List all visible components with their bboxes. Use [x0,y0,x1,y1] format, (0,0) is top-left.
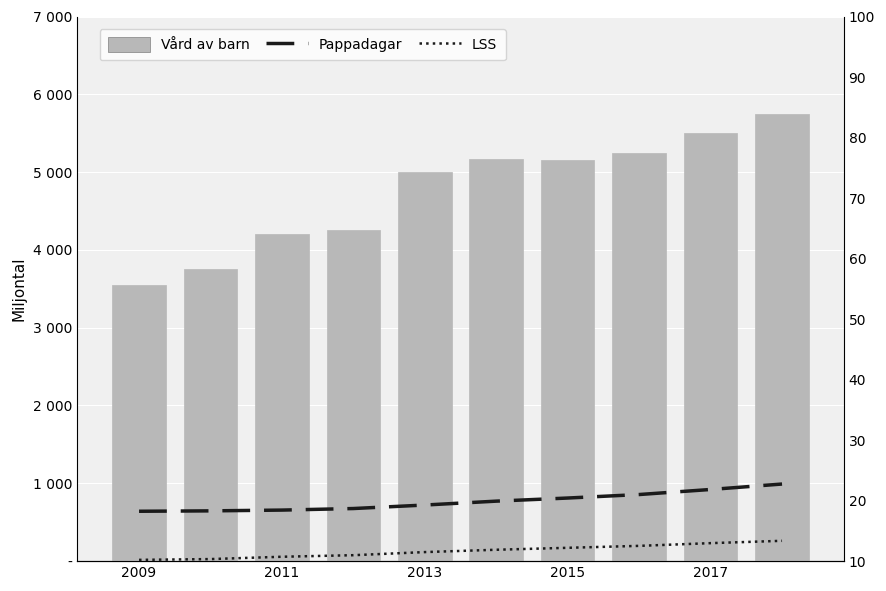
LSS [134,556,144,563]
Legend: Vård av barn, Pappadagar, LSS: Vård av barn, Pappadagar, LSS [100,29,506,60]
LSS [491,546,501,553]
LSS [276,553,287,560]
Bar [398,172,452,561]
Bar [612,152,666,561]
Line: Pappadagar: Pappadagar [139,484,782,511]
Bar [255,235,308,561]
Bar [470,158,523,561]
LSS [348,551,359,558]
LSS [419,548,430,556]
Bar [755,114,809,561]
Pappadagar [777,480,788,488]
Pappadagar [491,498,501,505]
Pappadagar [705,486,716,493]
LSS [633,543,644,550]
Y-axis label: Miljontal: Miljontal [12,256,26,321]
Pappadagar [276,506,287,514]
Bar [541,161,595,561]
Bar [327,230,380,561]
Bar [183,269,237,561]
Pappadagar [206,507,216,514]
Pappadagar [633,491,644,498]
Pappadagar [134,508,144,515]
Bar [113,285,166,561]
Pappadagar [419,502,430,509]
Bar [684,134,737,561]
Pappadagar [563,495,573,502]
LSS [777,537,788,544]
LSS [705,540,716,547]
LSS [206,556,216,563]
LSS [563,544,573,551]
Pappadagar [348,505,359,512]
Line: LSS: LSS [139,541,782,560]
